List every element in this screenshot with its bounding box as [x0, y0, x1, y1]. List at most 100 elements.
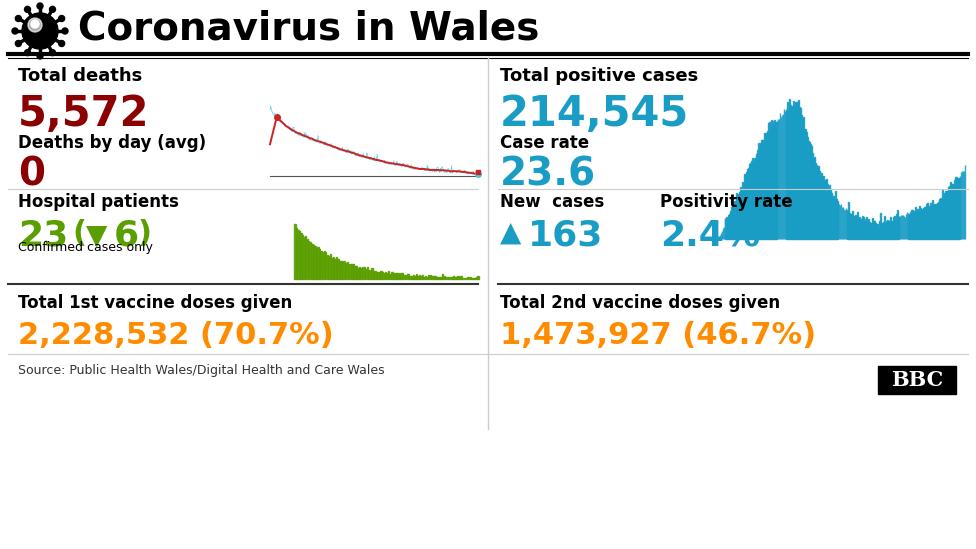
Bar: [456, 277, 457, 279]
Bar: [459, 278, 461, 279]
Bar: [365, 269, 366, 279]
Bar: [319, 249, 320, 279]
Text: 2,228,532 (70.7%): 2,228,532 (70.7%): [18, 321, 334, 350]
Bar: [367, 267, 368, 279]
Bar: [439, 277, 440, 279]
Bar: [325, 252, 326, 279]
Circle shape: [31, 20, 39, 28]
Bar: [305, 236, 306, 279]
Text: Hospital patients: Hospital patients: [18, 193, 179, 211]
Text: Coronavirus in Wales: Coronavirus in Wales: [78, 9, 540, 47]
Bar: [295, 224, 296, 279]
Bar: [370, 270, 371, 279]
Bar: [443, 277, 445, 279]
Bar: [301, 233, 302, 279]
Bar: [306, 239, 308, 279]
Bar: [424, 277, 425, 279]
Bar: [309, 242, 311, 279]
Bar: [408, 274, 410, 279]
Bar: [384, 273, 385, 279]
Bar: [342, 261, 344, 279]
Text: Case rate: Case rate: [500, 134, 590, 152]
Bar: [422, 276, 424, 279]
Bar: [311, 244, 312, 279]
Bar: [426, 276, 427, 279]
Bar: [333, 256, 334, 279]
Bar: [405, 276, 406, 279]
Bar: [322, 252, 323, 279]
Bar: [356, 266, 357, 279]
Text: (: (: [72, 219, 86, 248]
Bar: [437, 277, 438, 279]
Bar: [462, 277, 464, 279]
Bar: [339, 261, 341, 279]
Text: Total 2nd vaccine doses given: Total 2nd vaccine doses given: [500, 294, 780, 312]
Bar: [299, 232, 301, 279]
Bar: [451, 277, 453, 279]
Text: 23.6: 23.6: [500, 156, 596, 194]
Bar: [388, 271, 389, 279]
Text: Total positive cases: Total positive cases: [500, 67, 698, 85]
Text: 0: 0: [18, 156, 45, 194]
Bar: [402, 273, 403, 279]
Bar: [396, 273, 397, 279]
Bar: [403, 275, 405, 279]
Bar: [344, 261, 345, 279]
Bar: [440, 277, 442, 279]
Bar: [378, 272, 379, 279]
Bar: [346, 261, 347, 279]
Bar: [359, 267, 360, 279]
Bar: [394, 273, 395, 279]
Text: 6: 6: [114, 219, 140, 253]
Bar: [330, 254, 331, 279]
Bar: [474, 278, 475, 279]
Bar: [447, 277, 448, 279]
Bar: [400, 273, 402, 279]
Bar: [316, 248, 317, 279]
Text: Source: Public Health Wales/Digital Health and Care Wales: Source: Public Health Wales/Digital Heal…: [18, 364, 385, 377]
Bar: [352, 264, 354, 279]
Text: Confirmed cases only: Confirmed cases only: [18, 241, 153, 254]
Circle shape: [59, 41, 64, 47]
Bar: [354, 266, 355, 279]
Bar: [461, 276, 462, 279]
Bar: [324, 251, 325, 279]
Bar: [448, 277, 449, 279]
Bar: [397, 273, 398, 279]
Bar: [376, 272, 377, 279]
Circle shape: [24, 7, 30, 12]
Bar: [368, 270, 370, 279]
Text: ): ): [138, 219, 152, 248]
Bar: [296, 228, 297, 279]
Circle shape: [62, 28, 68, 34]
Bar: [416, 274, 417, 279]
Bar: [465, 278, 467, 279]
Bar: [328, 255, 330, 279]
Circle shape: [37, 53, 43, 59]
Bar: [335, 259, 336, 279]
Bar: [391, 272, 392, 279]
Bar: [407, 273, 408, 279]
Bar: [454, 277, 456, 279]
Text: 214,545: 214,545: [500, 93, 689, 135]
Bar: [386, 273, 387, 279]
Bar: [336, 257, 337, 279]
Text: 163: 163: [528, 219, 603, 253]
Bar: [464, 278, 465, 279]
Bar: [357, 267, 359, 279]
Circle shape: [16, 15, 21, 21]
Bar: [381, 271, 382, 279]
Circle shape: [22, 13, 58, 49]
Bar: [314, 247, 315, 279]
Bar: [302, 236, 304, 279]
Bar: [399, 274, 400, 279]
Bar: [431, 276, 432, 279]
Bar: [382, 272, 384, 279]
Text: 23: 23: [18, 219, 68, 253]
Bar: [428, 275, 429, 279]
Bar: [363, 267, 365, 279]
Circle shape: [59, 15, 64, 21]
Bar: [429, 275, 431, 279]
Circle shape: [28, 18, 42, 32]
Bar: [375, 272, 376, 279]
